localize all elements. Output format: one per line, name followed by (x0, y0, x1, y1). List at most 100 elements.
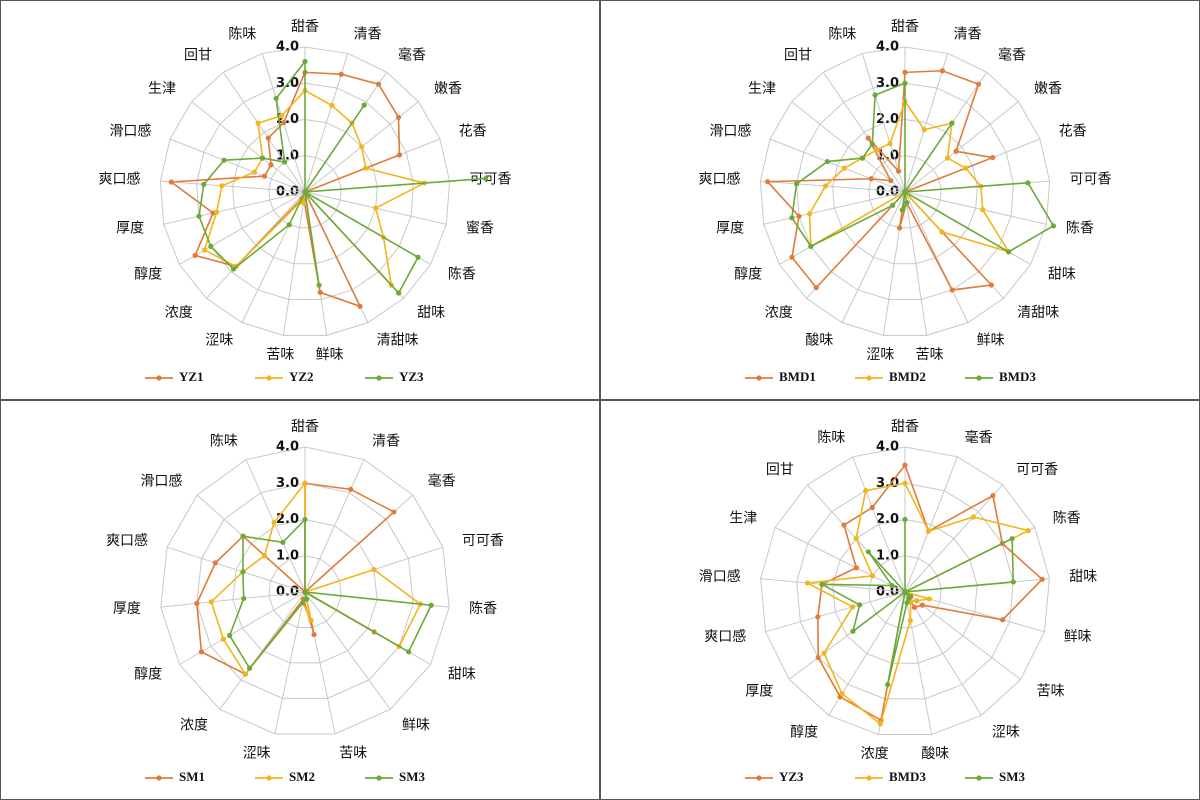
category-label: 花香 (1059, 124, 1087, 140)
category-label: 滑口感 (709, 123, 751, 140)
category-label: 涩味 (205, 333, 233, 349)
point (220, 636, 226, 642)
point (221, 157, 227, 163)
legend-marker (866, 775, 872, 781)
legend-label: SM3 (399, 769, 426, 784)
legend-marker (376, 775, 382, 781)
category-label: 爽口感 (98, 171, 140, 188)
point (316, 282, 322, 288)
grid-ring (868, 155, 942, 229)
point (302, 189, 308, 195)
legend-marker (756, 775, 762, 781)
category-label: 甜香 (291, 419, 319, 435)
point (1050, 223, 1057, 229)
category-label: 甜味 (417, 305, 445, 321)
spoke (760, 578, 906, 593)
point (904, 200, 910, 206)
point (853, 565, 859, 571)
point (300, 600, 306, 606)
grid-ring (796, 482, 1014, 700)
point (806, 211, 813, 217)
category-label: 陈香 (1066, 220, 1094, 237)
y-tick-label: 3.0 (876, 76, 899, 91)
point (841, 165, 847, 171)
point (865, 135, 871, 141)
category-label: 醇度 (790, 723, 818, 740)
point (899, 207, 905, 213)
spoke (166, 546, 306, 593)
series-line (808, 99, 1011, 254)
category-label: 嫩香 (434, 81, 462, 97)
category-label: 陈味 (228, 25, 256, 42)
category-label: 爽口感 (704, 628, 746, 645)
spoke (219, 591, 306, 710)
point (483, 175, 489, 182)
point (192, 252, 198, 259)
category-label: 回甘 (766, 462, 794, 478)
spoke (904, 191, 1047, 225)
point (357, 303, 363, 309)
point (815, 614, 821, 620)
category-label: 清甜味 (377, 333, 419, 349)
point (949, 287, 955, 293)
legend-label: YZ3 (779, 769, 804, 784)
grid-ring (832, 118, 978, 265)
point (219, 183, 225, 189)
point (975, 81, 982, 87)
spoke (282, 191, 306, 336)
spoke (179, 191, 306, 265)
point (396, 152, 403, 158)
category-label: 滑口感 (109, 123, 151, 140)
legend-marker (976, 775, 982, 781)
category-label: 可可香 (462, 533, 504, 549)
category-label: 浓度 (765, 305, 793, 321)
point (911, 604, 918, 611)
point (208, 243, 214, 249)
category-label: 厚度 (745, 683, 773, 699)
point (240, 533, 246, 539)
point (902, 80, 908, 86)
point (259, 155, 266, 161)
category-label: 清香 (372, 433, 400, 449)
point (308, 617, 314, 623)
point (317, 289, 323, 295)
category-label: 陈香 (1053, 509, 1081, 526)
point (271, 519, 277, 526)
point (857, 602, 863, 608)
category-label: 可可香 (1016, 462, 1058, 478)
category-label: 毫香 (398, 47, 426, 64)
point (241, 595, 247, 602)
point (821, 650, 827, 656)
category-label: 毫香 (428, 473, 456, 490)
point (1009, 536, 1015, 542)
point (895, 168, 902, 174)
category-label: 厚度 (716, 221, 744, 237)
point (906, 595, 912, 601)
point (395, 114, 402, 121)
category-label: 甜味 (1069, 569, 1097, 585)
category-label: 爽口感 (698, 171, 740, 188)
point (1010, 579, 1016, 585)
point (265, 135, 271, 141)
point (251, 169, 257, 175)
legend-label: YZ2 (289, 369, 314, 384)
category-label: 苦味 (916, 347, 944, 363)
y-tick-label: 2.0 (876, 512, 899, 527)
category-label: 嫩香 (1034, 81, 1062, 97)
point (278, 113, 285, 119)
spoke (274, 591, 306, 734)
y-tick-label: 1.0 (876, 548, 899, 563)
category-label: 甜香 (891, 19, 919, 35)
grid-ring (159, 46, 451, 336)
spoke (791, 101, 906, 193)
point (212, 560, 218, 566)
point (869, 141, 875, 147)
legend-marker (266, 775, 272, 781)
point (939, 229, 945, 235)
legend-label: SM1 (179, 769, 205, 784)
legend-marker (866, 375, 872, 381)
category-label: 涩味 (243, 745, 271, 761)
point (214, 209, 220, 215)
point (822, 183, 829, 189)
